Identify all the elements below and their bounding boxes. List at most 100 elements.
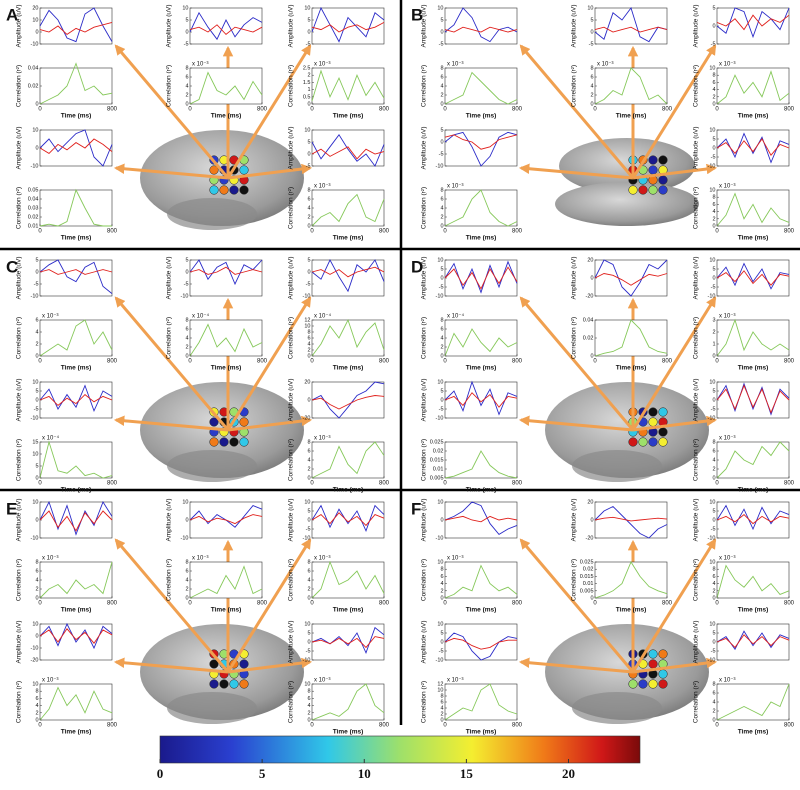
y-tick-label: 0.025 bbox=[580, 559, 594, 565]
x-tick-label: 800 bbox=[107, 601, 118, 607]
y-tick-label: 10 bbox=[709, 65, 715, 71]
arrow bbox=[631, 296, 717, 431]
y-tick-label: 8 bbox=[440, 317, 443, 323]
y-tick-label: -5 bbox=[306, 41, 311, 47]
plot-area bbox=[716, 561, 790, 599]
arrow bbox=[631, 44, 717, 179]
x-axis-label: Time (ms) bbox=[738, 487, 769, 494]
trace bbox=[311, 134, 385, 167]
plot-area bbox=[716, 189, 790, 227]
x-tick-label: 800 bbox=[784, 359, 795, 365]
y-tick-label: 0.04 bbox=[28, 196, 39, 202]
electrode bbox=[628, 185, 638, 195]
y-tick-label: 10 bbox=[32, 379, 38, 385]
y-axis-label: Correlation (r²) bbox=[421, 559, 428, 601]
y-tick-label: -10 bbox=[31, 163, 39, 169]
y-tick-label: 5 bbox=[712, 508, 715, 514]
x-axis-label: Time (ms) bbox=[211, 607, 242, 614]
trace bbox=[311, 146, 385, 160]
y-tick-label: 4 bbox=[712, 457, 715, 463]
trace bbox=[39, 384, 113, 412]
y-tick-label: 4 bbox=[185, 577, 188, 583]
y-axis-label: Correlation (r²) bbox=[693, 681, 700, 723]
y-tick-label: 5 bbox=[307, 630, 310, 636]
y-tick-label: 4 bbox=[440, 705, 443, 711]
x-axis-label: Time (ms) bbox=[333, 729, 364, 736]
y-tick-label: -5 bbox=[306, 526, 311, 532]
trace bbox=[311, 504, 385, 532]
y-tick-label: 0 bbox=[712, 353, 715, 359]
y-tick-label: 6 bbox=[185, 326, 188, 332]
y-tick-label: 6 bbox=[440, 574, 443, 580]
y-axis-label: Correlation (r²) bbox=[693, 317, 700, 359]
y-tick-label: 10 bbox=[182, 499, 188, 505]
y-tick-label: 0 bbox=[307, 475, 310, 481]
x-axis-label: Time (ms) bbox=[616, 607, 647, 614]
y-tick-label: 8 bbox=[712, 195, 715, 201]
y-tick-label: 8 bbox=[35, 559, 38, 565]
y-tick-label: 3 bbox=[712, 317, 715, 323]
plot-area bbox=[311, 129, 385, 167]
x-tick-label: 0 bbox=[443, 481, 447, 487]
electrode bbox=[658, 175, 668, 185]
y-tick-label: 8 bbox=[307, 559, 310, 565]
trace bbox=[444, 189, 518, 227]
plot-area bbox=[594, 501, 668, 539]
arrow bbox=[632, 163, 718, 180]
y-tick-label: 0.03 bbox=[28, 205, 39, 211]
y-tick-label: 8 bbox=[590, 65, 593, 71]
trace bbox=[39, 500, 113, 536]
arrow bbox=[226, 538, 312, 673]
y-tick-label: 5 bbox=[440, 17, 443, 23]
y-tick-label: 0 bbox=[185, 595, 188, 601]
brain bbox=[555, 182, 699, 226]
scale-label: x 10⁻³ bbox=[719, 62, 736, 68]
x-tick-label: 0 bbox=[38, 481, 42, 487]
y-tick-label: 12 bbox=[437, 681, 443, 687]
y-axis-label: Amplitude (uV) bbox=[693, 257, 700, 300]
y-tick-label: 2 bbox=[307, 214, 310, 220]
y-tick-label: 6 bbox=[307, 696, 310, 702]
plot-area bbox=[716, 381, 790, 419]
plot-area bbox=[39, 501, 113, 539]
scale-label: x 10⁻³ bbox=[42, 556, 59, 562]
trace bbox=[716, 683, 790, 721]
scale-label: x 10⁻³ bbox=[314, 556, 331, 562]
y-tick-label: 4 bbox=[307, 457, 310, 463]
plot-area bbox=[39, 259, 113, 297]
y-tick-label: 6 bbox=[440, 196, 443, 202]
y-axis-label: Correlation (r²) bbox=[288, 681, 295, 723]
y-axis-label: Amplitude (uV) bbox=[16, 621, 23, 664]
y-tick-label: 2 bbox=[712, 329, 715, 335]
x-tick-label: 0 bbox=[310, 359, 314, 365]
electrode bbox=[219, 437, 229, 447]
y-tick-label: 10 bbox=[32, 621, 38, 627]
colorbar bbox=[159, 735, 641, 764]
y-tick-label: 0.005 bbox=[430, 475, 444, 481]
scale-label: x 10⁻³ bbox=[447, 62, 464, 68]
y-tick-label: 4 bbox=[307, 205, 310, 211]
plot-area bbox=[594, 7, 668, 45]
y-tick-label: 0 bbox=[440, 717, 443, 723]
scale-label: x 10⁻³ bbox=[597, 62, 614, 68]
trace bbox=[716, 513, 790, 525]
y-tick-label: 4 bbox=[307, 703, 310, 709]
y-tick-label: 0 bbox=[440, 595, 443, 601]
trace bbox=[716, 441, 790, 479]
trace bbox=[594, 516, 668, 522]
y-tick-label: 0 bbox=[590, 101, 593, 107]
x-tick-label: 800 bbox=[107, 229, 118, 235]
y-tick-label: 5 bbox=[712, 5, 715, 11]
y-tick-label: 0 bbox=[712, 145, 715, 151]
y-axis-label: Amplitude (uV) bbox=[288, 621, 295, 664]
y-tick-label: -10 bbox=[436, 415, 444, 421]
y-tick-label: 8 bbox=[35, 689, 38, 695]
y-tick-label: 4 bbox=[35, 329, 38, 335]
y-tick-label: 2 bbox=[712, 216, 715, 222]
y-tick-label: 4 bbox=[440, 335, 443, 341]
y-tick-label: 5 bbox=[35, 388, 38, 394]
plot-area bbox=[39, 683, 113, 721]
trace bbox=[311, 441, 385, 479]
